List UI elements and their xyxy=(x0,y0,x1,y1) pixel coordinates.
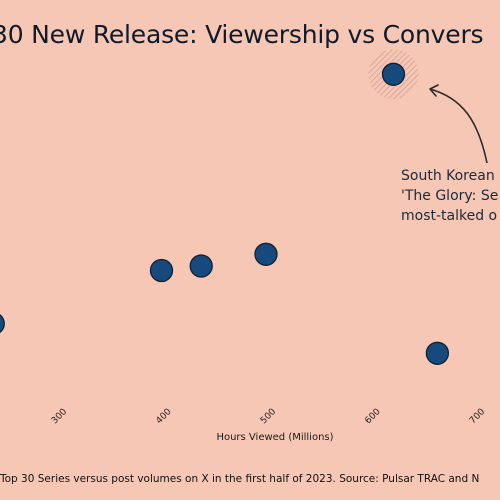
x-tick-label: 500 xyxy=(259,407,278,426)
annotation-text: South Korean 'The Glory: Se most-talked … xyxy=(401,166,498,226)
data-points xyxy=(0,62,450,365)
data-point xyxy=(189,254,213,278)
x-tick-label: 400 xyxy=(154,407,173,426)
annotation-line: South Korean xyxy=(401,168,495,184)
annotation-line: 'The Glory: Se xyxy=(401,188,499,204)
annotation-line: most-talked o xyxy=(401,208,498,224)
x-tick-label: 700 xyxy=(468,407,487,426)
annotation-arrowhead xyxy=(429,84,439,97)
x-tick-label: 600 xyxy=(363,407,382,426)
chart-caption: Top 30 Series versus post volumes on X i… xyxy=(0,473,480,485)
data-point xyxy=(149,258,174,283)
highlighted-data-point xyxy=(381,62,406,86)
x-tick-label: 300 xyxy=(50,407,69,426)
data-point xyxy=(425,341,450,365)
annotation-arrow xyxy=(429,88,488,164)
chart-title: 30 New Release: Viewership vs Convers xyxy=(0,20,484,49)
x-axis-ticks: 300 400 500 600 700 xyxy=(50,407,487,426)
data-point xyxy=(0,314,5,334)
data-point xyxy=(254,242,278,266)
x-axis-label: Hours Viewed (Millions) xyxy=(216,432,334,443)
